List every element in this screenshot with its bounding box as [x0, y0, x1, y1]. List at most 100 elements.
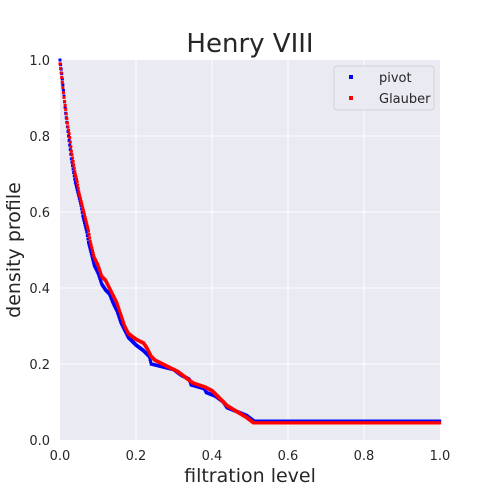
data-point-glauber [99, 272, 103, 276]
data-point-glauber [79, 197, 83, 201]
data-point-pivot [80, 210, 84, 214]
legend-marker-pivot [349, 75, 353, 79]
data-point-glauber [67, 132, 71, 136]
x-tick-label: 0.6 [278, 449, 299, 464]
data-point-pivot [97, 273, 101, 277]
data-point-glauber [92, 253, 96, 257]
data-point-glauber [60, 80, 64, 84]
data-point-pivot [148, 357, 152, 361]
data-point-glauber [117, 308, 121, 312]
data-point-pivot [61, 83, 65, 87]
data-point-glauber [98, 269, 102, 273]
data-point-glauber [120, 317, 124, 321]
data-point-pivot [85, 230, 89, 234]
data-point-pivot [67, 134, 71, 138]
data-point-glauber [77, 193, 81, 197]
data-point-glauber [90, 246, 94, 250]
data-point-glauber [68, 140, 72, 144]
data-point-pivot [60, 77, 64, 81]
data-point-pivot [75, 185, 79, 189]
data-point-glauber [61, 86, 65, 90]
data-point-glauber [69, 149, 73, 153]
data-point-glauber [59, 71, 63, 75]
chart-title: Henry VIII [186, 29, 313, 59]
data-point-pivot [81, 214, 85, 218]
data-point-glauber [122, 322, 126, 326]
x-tick-label: 0.0 [50, 449, 71, 464]
data-point-glauber [75, 180, 79, 184]
data-point-glauber [77, 190, 81, 194]
data-point-glauber [121, 318, 125, 322]
data-point-glauber [78, 195, 82, 199]
legend-box [333, 65, 435, 111]
data-point-glauber [118, 311, 122, 315]
data-point-glauber [61, 91, 65, 95]
data-point-glauber [59, 66, 63, 70]
y-axis-label: density profile [3, 182, 25, 318]
data-point-glauber [87, 229, 90, 233]
data-point-pivot [83, 221, 87, 225]
data-point-glauber [84, 220, 88, 224]
data-point-pivot [84, 225, 88, 229]
data-point-glauber [86, 227, 90, 231]
data-point-glauber [73, 170, 77, 174]
y-tick-label: 0.6 [29, 206, 50, 221]
data-point-glauber [87, 232, 91, 236]
data-point-pivot [92, 261, 96, 265]
data-point-glauber [91, 251, 95, 255]
data-point-glauber [62, 95, 66, 99]
data-point-glauber [116, 305, 120, 309]
x-axis-label: filtration level [184, 465, 316, 487]
data-point-glauber [88, 239, 92, 243]
data-point-glauber [96, 264, 100, 268]
data-point-glauber [83, 213, 87, 217]
x-tick-label: 0.2 [126, 449, 147, 464]
legend-label-pivot: pivot [379, 71, 412, 86]
data-point-pivot [73, 180, 77, 184]
data-point-pivot [83, 223, 87, 227]
data-point-glauber [90, 249, 94, 253]
data-point-glauber [71, 156, 75, 160]
data-point-glauber [120, 315, 124, 319]
data-point-glauber [80, 202, 84, 206]
data-point-pivot [115, 309, 119, 313]
data-point-glauber [70, 153, 74, 157]
data-point-glauber [116, 303, 120, 307]
data-point-pivot [91, 259, 95, 263]
data-point-glauber [81, 208, 85, 212]
y-tick-label: 0.2 [29, 358, 50, 373]
data-point-pivot [96, 271, 100, 275]
data-point-pivot [89, 250, 93, 254]
data-point-glauber [63, 99, 67, 103]
data-point-pivot [98, 278, 102, 282]
data-point-glauber [73, 173, 77, 177]
data-point-glauber [75, 177, 79, 181]
data-point-pivot [63, 106, 67, 109]
data-point-glauber [119, 313, 123, 317]
data-point-pivot [116, 312, 120, 316]
y-tick-label: 0.8 [29, 130, 50, 145]
data-point-glauber [115, 301, 119, 305]
y-tick-label: 0.4 [29, 282, 50, 297]
data-point-glauber [64, 107, 68, 111]
y-axis-ticks: 0.0 0.2 0.4 0.6 0.8 1.0 [29, 54, 50, 449]
data-point-glauber [67, 128, 71, 132]
data-point-pivot [117, 316, 121, 320]
data-point-pivot [74, 183, 78, 187]
data-point-glauber [84, 218, 88, 222]
data-point-pivot [98, 277, 102, 280]
grid [60, 60, 440, 440]
data-point-glauber [64, 112, 68, 116]
data-point-glauber [69, 145, 73, 149]
x-tick-label: 0.8 [354, 449, 375, 464]
data-point-glauber [121, 320, 125, 324]
data-point-glauber [97, 265, 101, 269]
data-point-glauber [65, 117, 69, 121]
x-tick-label: 0.4 [202, 449, 223, 464]
data-point-pivot [87, 243, 91, 247]
data-point-pivot [86, 237, 90, 241]
data-point-glauber [72, 163, 76, 167]
series-glauber [58, 62, 442, 425]
data-point-glauber [88, 236, 92, 240]
